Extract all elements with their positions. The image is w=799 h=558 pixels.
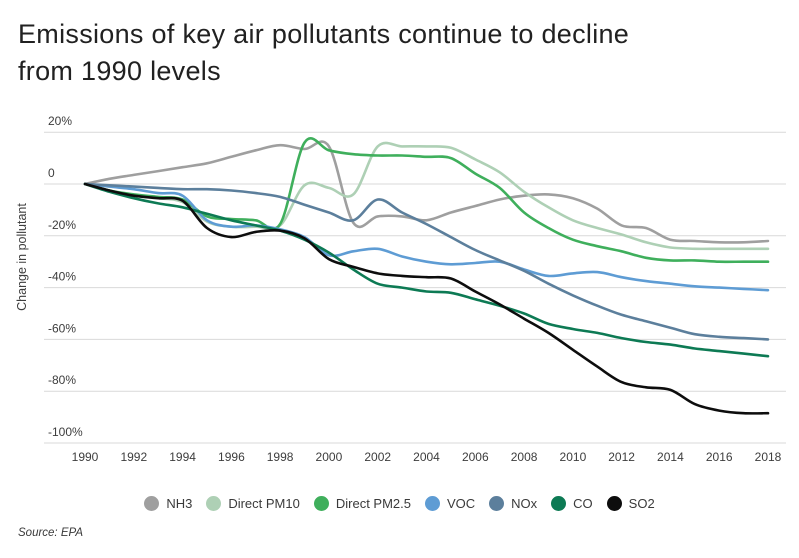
chart-title: Emissions of key air pollutants continue… [18, 16, 786, 90]
chart-title-line-2: from 1990 levels [18, 56, 221, 86]
series-line-NOx [83, 182, 770, 341]
legend-label: Direct PM10 [228, 495, 300, 511]
chart-legend: NH3 Direct PM10 Direct PM2.5 VOC NOx CO SO2 [0, 490, 799, 516]
legend-dot-NOx [489, 495, 505, 511]
legend-dot-NH3 [144, 495, 160, 511]
legend-item-Direct-PM2.5: Direct PM2.5 [313, 495, 411, 511]
legend-dot-Direct-PM2.5 [313, 495, 329, 511]
series-line-SO2 [83, 182, 770, 415]
x-tick-label: 2018 [755, 450, 782, 464]
legend-item-CO: CO [551, 495, 593, 511]
legend-dot-SO2 [606, 495, 622, 511]
legend-item-NH3: NH3 [144, 495, 193, 511]
source-note: Source: EPA [18, 527, 83, 539]
x-tick-label: 2004 [413, 450, 440, 464]
x-tick-label: 2014 [657, 450, 684, 464]
y-tick-label: -40% [48, 270, 76, 284]
legend-dot-VOC [425, 495, 440, 511]
y-tick-label: -100% [48, 425, 83, 439]
chart-title-line-1: Emissions of key air pollutants continue… [18, 19, 630, 49]
x-tick-label: 2006 [462, 450, 489, 464]
legend-item-SO2: SO2 [606, 495, 655, 511]
y-tick-label: 0 [48, 166, 55, 180]
y-tick-label: -80% [48, 373, 76, 387]
legend-label: Direct PM2.5 [335, 495, 411, 511]
legend-label: VOC [447, 495, 476, 511]
x-tick-label: 1998 [267, 450, 294, 464]
y-axis-label: Change in pollutant [15, 203, 29, 311]
y-tick-label: 20% [48, 114, 72, 128]
legend-item-Direct-PM10: Direct PM10 [206, 495, 300, 511]
x-tick-label: 2000 [316, 450, 343, 464]
legend-item-NOx: NOx [489, 495, 538, 511]
x-tick-label: 1996 [218, 450, 245, 464]
legend-dot-Direct-PM10 [206, 495, 222, 511]
x-tick-label: 1994 [169, 450, 196, 464]
series-line-Direct-PM10 [83, 141, 770, 251]
legend-item-VOC: VOC [425, 495, 476, 511]
x-tick-label: 1990 [72, 450, 99, 464]
y-tick-label: -60% [48, 321, 76, 335]
x-tick-label: 2002 [364, 450, 391, 464]
x-tick-label: 2010 [560, 450, 587, 464]
series-line-CO [83, 182, 770, 358]
series-line-VOC [83, 182, 770, 292]
legend-label: NOx [511, 495, 538, 511]
series-line-NH3 [83, 140, 770, 244]
legend-label: NH3 [166, 495, 193, 511]
legend-label: SO2 [628, 495, 655, 511]
legend-dot-CO [551, 495, 567, 511]
x-tick-label: 1992 [120, 450, 147, 464]
x-tick-label: 2008 [511, 450, 538, 464]
y-tick-label: -20% [48, 218, 76, 232]
legend-label: CO [573, 495, 593, 511]
x-tick-label: 2016 [706, 450, 733, 464]
x-tick-label: 2012 [608, 450, 635, 464]
